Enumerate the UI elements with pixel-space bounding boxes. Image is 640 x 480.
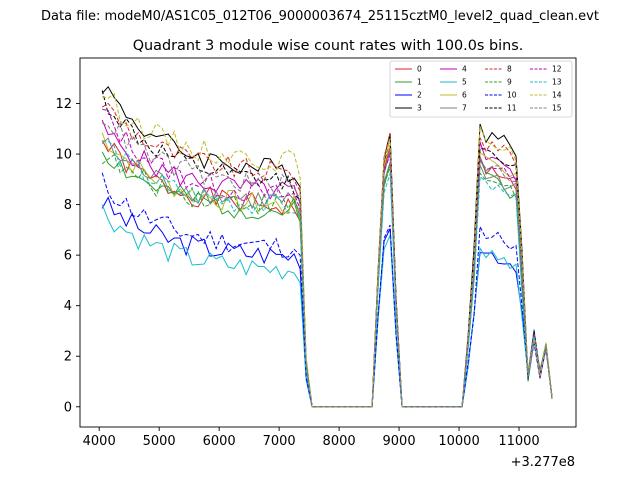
axes-background	[80, 58, 576, 427]
y-tick-label: 10	[55, 148, 72, 163]
legend-label-11: 11	[507, 104, 517, 113]
legend-label-4: 4	[462, 65, 467, 74]
legend-label-3: 3	[417, 104, 422, 113]
legend-label-10: 10	[507, 91, 517, 100]
x-tick-label: 6000	[203, 434, 236, 449]
legend-label-13: 13	[552, 78, 562, 87]
legend-label-0: 0	[417, 65, 422, 74]
series-line-13	[102, 140, 553, 408]
legend-label-9: 9	[507, 78, 512, 87]
x-tick-label: 5000	[143, 434, 176, 449]
legend-label-15: 15	[552, 104, 562, 113]
x-tick-label: 9000	[383, 434, 416, 449]
legend-label-2: 2	[417, 91, 422, 100]
legend-label-1: 1	[417, 78, 422, 87]
x-tick-label: 10000	[438, 434, 479, 449]
y-tick-label: 4	[64, 299, 72, 314]
x-tick-label: 7000	[263, 434, 296, 449]
legend-label-5: 5	[462, 78, 467, 87]
x-tick-label: 11000	[498, 434, 539, 449]
y-tick-label: 2	[64, 350, 72, 365]
legend-label-8: 8	[507, 65, 512, 74]
y-tick-label: 0	[64, 400, 72, 415]
plot-area: 4000 5000 6000 7000 8000 9000 10000 11000 0 2 4 6 8 1…	[55, 57, 577, 449]
y-tick-label: 6	[64, 249, 72, 264]
legend-label-12: 12	[552, 65, 562, 74]
series-line-15	[101, 121, 553, 408]
series-lines	[101, 85, 553, 408]
legend-label-6: 6	[462, 91, 467, 100]
x-tick-label: 4000	[83, 434, 116, 449]
x-offset-label: +3.277e8	[511, 455, 575, 470]
axes-frame	[79, 57, 577, 428]
legend-box	[389, 60, 573, 118]
data-file-label: Data file: modeM0/AS1C05_012T06_90000036…	[41, 9, 599, 24]
x-tick-label: 8000	[323, 434, 356, 449]
chart-title: Quadrant 3 module wise count rates with …	[133, 38, 524, 54]
y-tick-label: 12	[55, 97, 72, 112]
legend-label-7: 7	[462, 104, 467, 113]
legend-label-14: 14	[552, 91, 562, 100]
y-tick-label: 8	[64, 198, 72, 213]
